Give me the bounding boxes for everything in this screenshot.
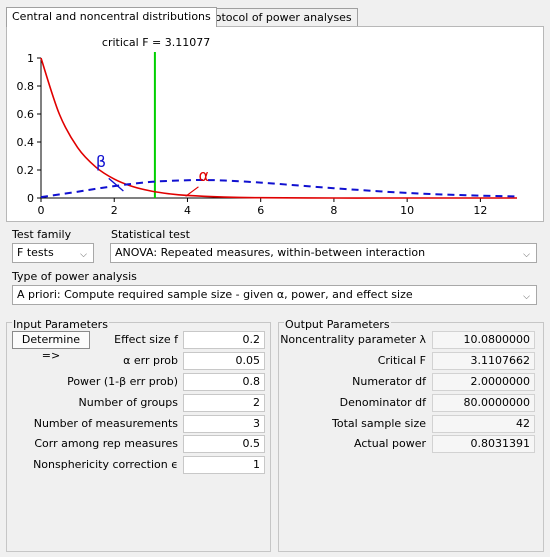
alpha-pointer: [185, 186, 199, 197]
distribution-plot-panel: 0 0.2 0.4 0.6 0.8 1 0 2 4 6 8 10 12 critical F = 3.…: [6, 26, 544, 222]
output-parameters-title: Output Parameters: [284, 318, 391, 331]
determine-button[interactable]: Determine =>: [12, 331, 90, 362]
beta-pointer: [108, 177, 124, 192]
input-parameters-title: Input Parameters: [12, 318, 109, 331]
x-tick-label: 10: [400, 204, 414, 217]
y-tick-label: 0.6: [17, 108, 35, 121]
corr-among-rep-measures-input[interactable]: 0.5: [183, 435, 265, 453]
total-sample-size-output: 42: [432, 415, 535, 433]
x-tick-label: 12: [473, 204, 487, 217]
central-distribution-curve: [40, 57, 517, 199]
y-tick-label: 0: [27, 192, 34, 205]
number-of-groups-input[interactable]: 2: [183, 394, 265, 412]
statistical-test-label: Statistical test: [111, 228, 190, 241]
actual-power-output: 0.8031391: [432, 435, 535, 453]
numerator-df-label: Numerator df: [352, 375, 426, 388]
y-tick-label: 0.8: [17, 80, 35, 93]
distribution-plot: 0 0.2 0.4 0.6 0.8 1 0 2 4 6 8 10 12 critical F = 3.…: [17, 36, 518, 217]
input-parameters-group: [6, 322, 271, 552]
noncentral-distribution-curve: [40, 179, 518, 199]
number-of-groups-label: Number of groups: [78, 396, 178, 409]
y-tick-label: 0.4: [17, 136, 35, 149]
actual-power-label: Actual power: [354, 437, 426, 450]
power-analysis-select[interactable]: A priori: Compute required sample size -…: [12, 285, 537, 305]
critical-f-output: 3.1107662: [432, 352, 535, 370]
denominator-df-label: Denominator df: [339, 396, 426, 409]
test-family-label: Test family: [12, 228, 72, 241]
y-tick-label: 1: [27, 52, 34, 65]
critical-f-output-label: Critical F: [377, 354, 426, 367]
effect-size-label: Effect size f: [114, 333, 178, 346]
noncentrality-parameter-label: Noncentrality parameter λ: [280, 333, 426, 346]
chevron-down-icon: ⌵: [80, 250, 87, 260]
nonsphericity-correction-label: Nonsphericity correction ϵ: [33, 458, 178, 471]
chevron-down-icon: ⌵: [523, 250, 530, 260]
effect-size-input[interactable]: 0.2: [183, 331, 265, 349]
denominator-df-output: 80.0000000: [432, 394, 535, 412]
tab-protocol[interactable]: Protocol of power analyses: [198, 8, 358, 26]
alpha-symbol: α: [198, 166, 209, 185]
total-sample-size-label: Total sample size: [331, 417, 426, 430]
number-of-measurements-input[interactable]: 3: [183, 415, 265, 433]
numerator-df-output: 2.0000000: [432, 373, 535, 391]
power-analysis-label: Type of power analysis: [12, 270, 137, 283]
output-parameters-group: [278, 322, 544, 552]
power-input[interactable]: 0.8: [183, 373, 265, 391]
chevron-down-icon: ⌵: [523, 292, 530, 302]
test-family-value: F tests: [17, 246, 54, 259]
y-tick-label: 0.2: [17, 164, 35, 177]
x-tick-label: 0: [38, 204, 45, 217]
alpha-err-prob-label: α err prob: [123, 354, 178, 367]
critical-f-label: critical F = 3.11077: [102, 36, 210, 49]
x-tick-label: 8: [330, 204, 337, 217]
alpha-err-prob-input[interactable]: 0.05: [183, 352, 265, 370]
noncentrality-parameter-output: 10.0800000: [432, 331, 535, 349]
tab-distributions[interactable]: Central and noncentral distributions: [6, 7, 217, 27]
beta-symbol: β: [96, 152, 106, 171]
x-tick-label: 2: [111, 204, 118, 217]
x-tick-label: 4: [184, 204, 191, 217]
x-tick-label: 6: [257, 204, 264, 217]
corr-among-rep-measures-label: Corr among rep measures: [34, 437, 178, 450]
statistical-test-value: ANOVA: Repeated measures, within-between…: [115, 246, 426, 259]
nonsphericity-correction-input[interactable]: 1: [183, 456, 265, 474]
test-family-select[interactable]: F tests ⌵: [12, 243, 94, 263]
power-label: Power (1-β err prob): [67, 375, 178, 388]
number-of-measurements-label: Number of measurements: [33, 417, 178, 430]
power-analysis-value: A priori: Compute required sample size -…: [17, 288, 413, 301]
statistical-test-select[interactable]: ANOVA: Repeated measures, within-between…: [110, 243, 537, 263]
